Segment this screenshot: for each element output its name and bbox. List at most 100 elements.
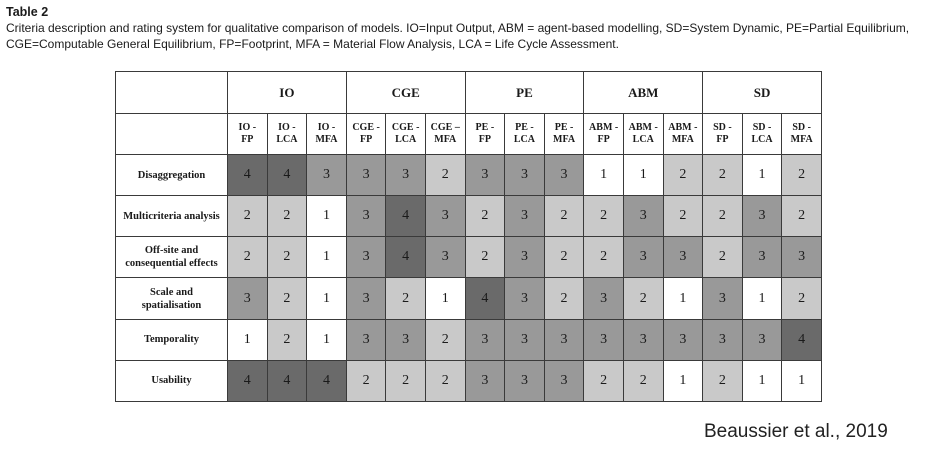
corner-cell (115, 71, 228, 114)
criterion-label-line: Scale and (150, 286, 193, 298)
column-header: CGE – MFA (424, 113, 466, 155)
rating-cell: 3 (385, 318, 426, 361)
rating-cell: 2 (266, 277, 308, 320)
rating-cell: 1 (662, 359, 704, 403)
rating-cell: 3 (504, 277, 545, 320)
rating-cell: 1 (306, 195, 347, 238)
column-header-line: SD - (713, 122, 732, 133)
column-header-line: PE - (515, 122, 534, 133)
rating-cell: 3 (306, 153, 347, 197)
group-header: CGE (345, 71, 466, 114)
rating-cell: 2 (385, 277, 426, 320)
group-header: SD (702, 71, 822, 114)
rating-cell: 3 (662, 236, 704, 279)
table-row: Temporality 1 2 1 3 3 2 3 3 3 3 3 3 3 3 4 (115, 318, 822, 361)
criterion-label-line: Multicriteria analysis (123, 210, 220, 222)
rating-cell: 2 (464, 236, 506, 279)
rating-cell: 3 (622, 236, 664, 279)
column-header-line: CGE – (430, 122, 460, 133)
table-row: Disaggregation 4 4 3 3 3 2 3 3 3 1 1 2 2 1 2 (115, 153, 822, 197)
rating-cell: 3 (227, 277, 268, 320)
rating-cell: 4 (464, 277, 506, 320)
rating-cell: 3 (662, 318, 704, 361)
criterion-label: Disaggregation (115, 153, 228, 197)
criterion-label-line: consequential effects (125, 258, 218, 270)
rating-cell: 3 (345, 153, 387, 197)
rating-cell: 2 (266, 195, 308, 238)
rating-cell: 3 (622, 195, 664, 238)
group-header: PE (464, 71, 585, 114)
column-header: SD - MFA (781, 113, 822, 155)
source-credit: Beaussier et al., 2019 (704, 421, 888, 442)
rating-cell: 2 (702, 359, 743, 403)
table-caption: Table 2 Criteria description and rating … (6, 4, 934, 52)
column-header: PE - FP (464, 113, 506, 155)
rating-cell: 2 (385, 359, 426, 403)
column-header: PE - MFA (543, 113, 585, 155)
rating-cell: 3 (741, 318, 783, 361)
rating-cell: 2 (781, 153, 822, 197)
rating-cell: 3 (741, 195, 783, 238)
rating-cell: 3 (702, 277, 743, 320)
rating-cell: 3 (583, 277, 624, 320)
rating-cell: 2 (543, 195, 585, 238)
column-header-line: SD - (792, 122, 811, 133)
rating-cell: 2 (702, 153, 743, 197)
rating-cell: 1 (306, 318, 347, 361)
column-header-line: FP (359, 134, 373, 145)
table-description: Criteria description and rating system f… (6, 21, 910, 51)
rating-cell: 3 (504, 318, 545, 361)
group-header: IO (227, 71, 347, 114)
rating-cell: 4 (306, 359, 347, 403)
rating-cell: 3 (543, 318, 585, 361)
criterion-label-line: Off-site and (144, 245, 199, 257)
criterion-label: Usability (115, 359, 228, 403)
criterion-label-line: Disaggregation (137, 169, 206, 181)
column-header-line: CGE - (352, 122, 380, 133)
criterion-label-line: Usability (151, 375, 192, 387)
rating-cell: 3 (543, 359, 585, 403)
rating-cell: 2 (266, 318, 308, 361)
column-header-line: MFA (553, 134, 576, 145)
criterion-label-line: spatialisation (141, 299, 202, 311)
rating-cell: 3 (504, 195, 545, 238)
rating-cell: 2 (781, 195, 822, 238)
criterion-label: Multicriteria analysis (115, 195, 228, 238)
rating-cell: 2 (662, 195, 704, 238)
rating-cell: 1 (424, 277, 466, 320)
column-header: IO - FP (227, 113, 268, 155)
rating-cell: 4 (266, 359, 308, 403)
rating-cell: 1 (306, 236, 347, 279)
column-header: SD - FP (702, 113, 743, 155)
rating-cell: 3 (345, 318, 387, 361)
rating-cell: 3 (345, 195, 387, 238)
rating-cell: 2 (622, 359, 664, 403)
column-header-line: ABM - (589, 122, 619, 133)
rating-cell: 3 (345, 277, 387, 320)
rating-cell: 3 (464, 359, 506, 403)
rating-cell: 2 (781, 277, 822, 320)
column-header: SD - LCA (741, 113, 783, 155)
rating-cell: 1 (583, 153, 624, 197)
rating-cell: 2 (424, 318, 466, 361)
rating-cell: 1 (306, 277, 347, 320)
rating-cell: 2 (464, 195, 506, 238)
rating-cell: 3 (702, 318, 743, 361)
rating-cell: 3 (464, 153, 506, 197)
criterion-label-line: Temporality (143, 334, 200, 346)
rating-cell: 1 (741, 277, 783, 320)
rating-cell: 3 (622, 318, 664, 361)
rating-cell: 4 (227, 359, 268, 403)
rating-cell: 1 (622, 153, 664, 197)
criterion-label: Off-site and consequential effects (115, 236, 228, 279)
rating-cell: 4 (227, 153, 268, 197)
column-header-line: ABM - (628, 122, 658, 133)
rating-cell: 1 (227, 318, 268, 361)
rating-cell: 4 (266, 153, 308, 197)
column-header: IO - LCA (266, 113, 308, 155)
rating-cell: 3 (345, 236, 387, 279)
rating-cell: 3 (781, 236, 822, 279)
rating-cell: 3 (464, 318, 506, 361)
subheader-row: IO - FP IO - LCA IO - MFA CGE - FP CGE - LCA CGE –… (115, 113, 822, 155)
column-header-line: LCA (632, 134, 654, 145)
